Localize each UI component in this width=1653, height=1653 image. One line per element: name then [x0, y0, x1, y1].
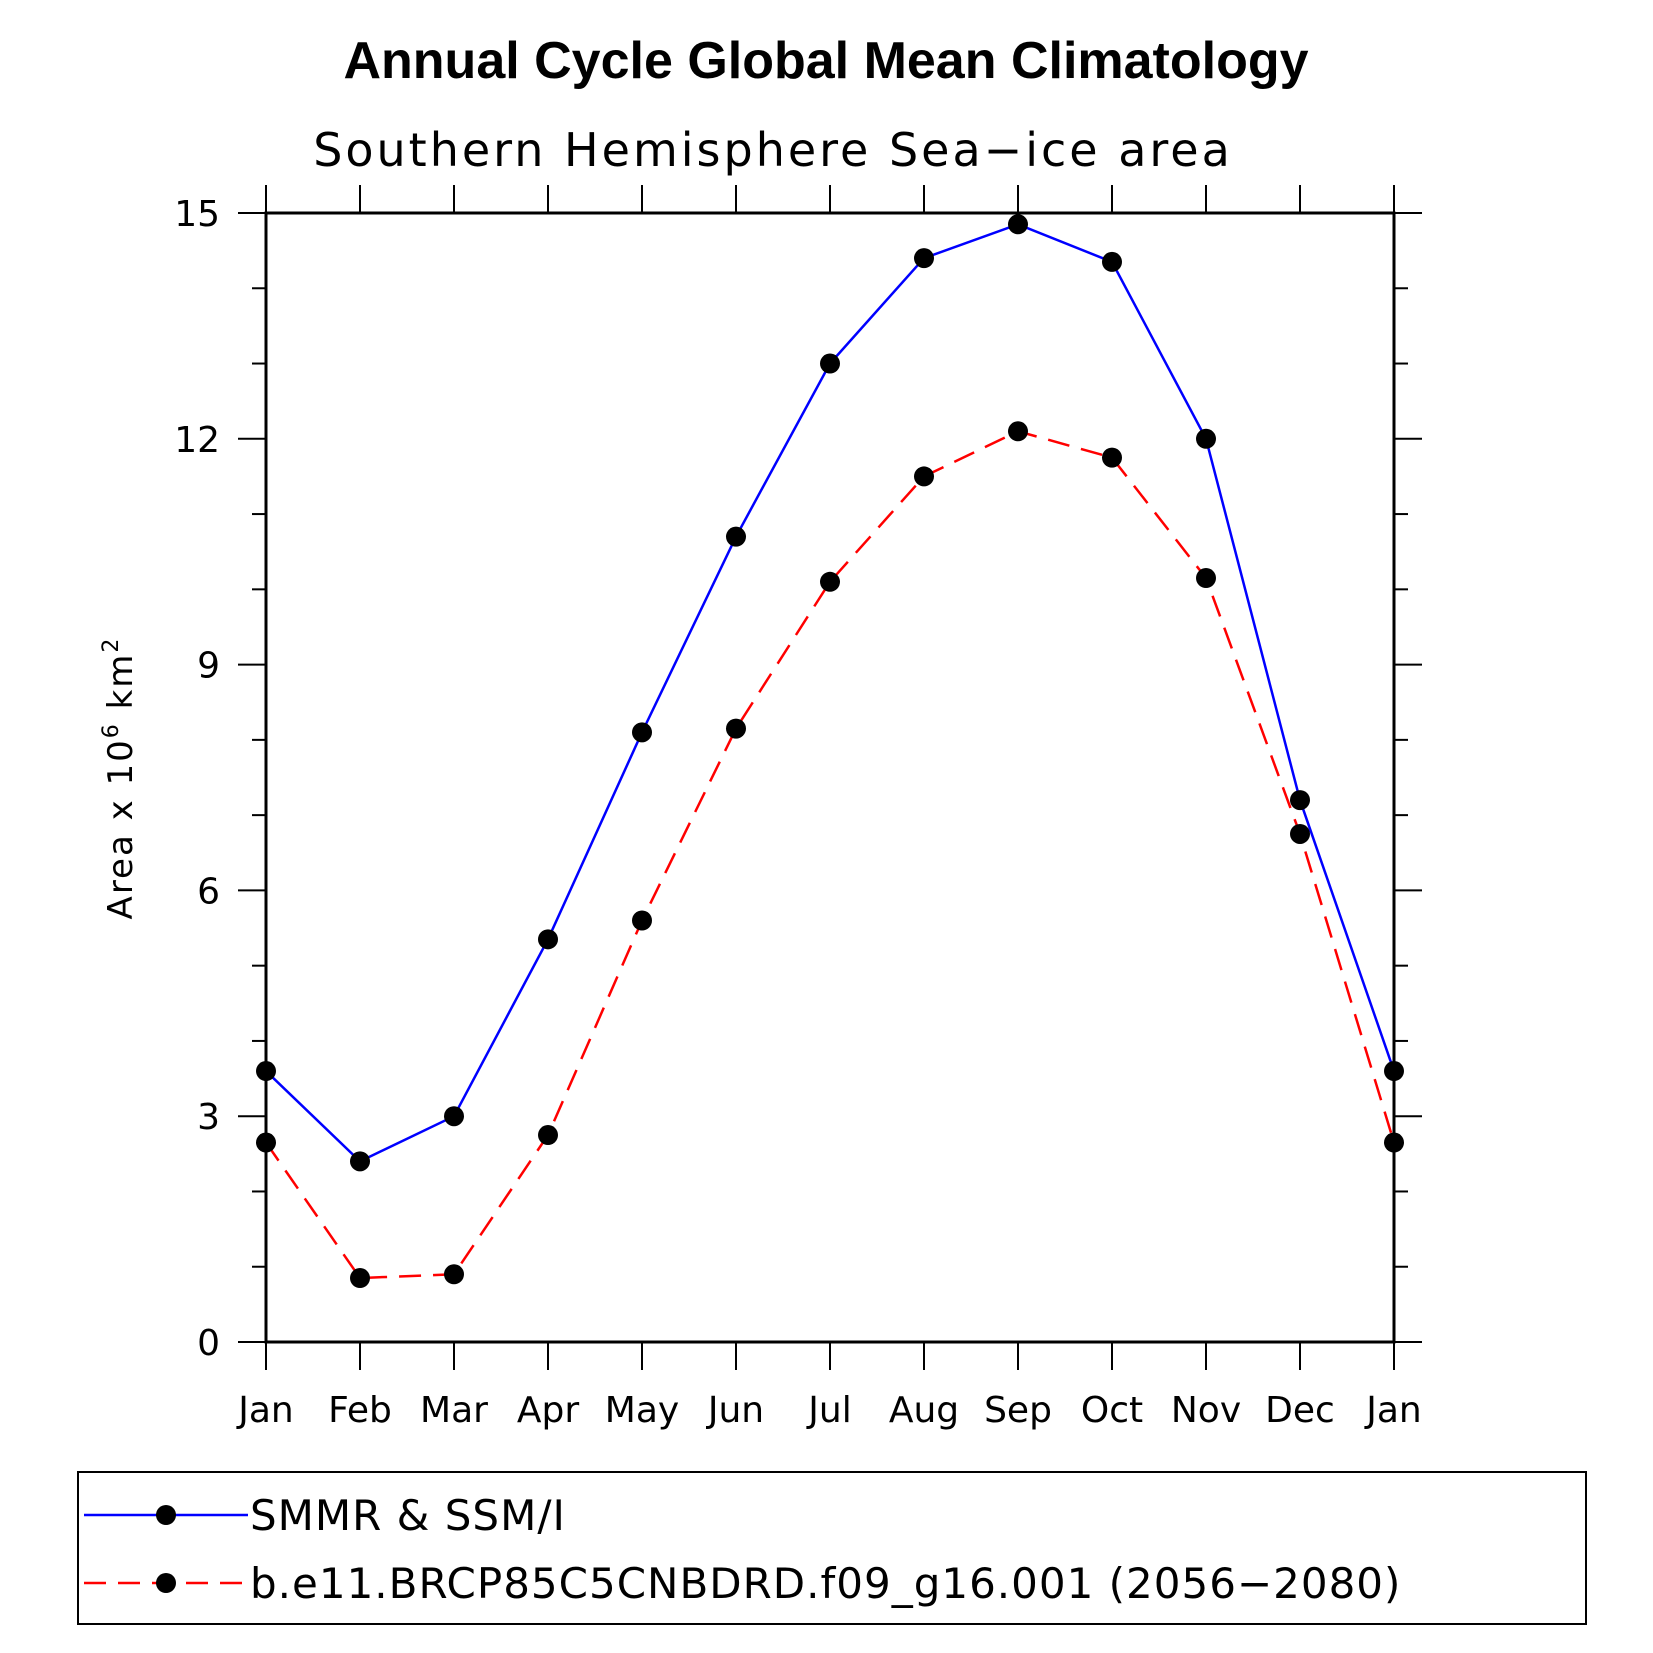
y-axis-ticks: 0 3 6 9 12 15 — [174, 194, 1422, 1364]
series-0-point — [350, 1151, 370, 1172]
series-0-point — [726, 526, 746, 547]
series-0-point — [256, 1061, 276, 1082]
y-tick-label: 15 — [174, 194, 220, 235]
chart-subtitle: Southern Hemisphere Sea−ice area — [313, 123, 1233, 177]
series-markers — [256, 214, 1404, 1289]
x-tick-label: Oct — [1081, 1390, 1143, 1431]
x-tick-label: Nov — [1171, 1390, 1241, 1431]
x-tick-label: Dec — [1265, 1390, 1335, 1431]
series-lines — [264, 222, 1396, 1280]
series-1-point — [1384, 1132, 1404, 1153]
series-line-1 — [264, 429, 1396, 1280]
x-tick-label: Mar — [420, 1390, 488, 1431]
series-1-point — [914, 466, 934, 487]
series-0-point — [538, 929, 558, 950]
plot-area-frame — [264, 211, 1396, 1344]
x-tick-label: May — [605, 1390, 679, 1431]
series-0-point — [1102, 251, 1122, 272]
series-1-point — [820, 571, 840, 592]
x-tick-label: Apr — [517, 1390, 579, 1431]
series-1-point — [350, 1268, 370, 1289]
y-tick-label: 6 — [197, 871, 220, 912]
y-tick-label: 3 — [197, 1097, 220, 1138]
series-1-point — [1290, 823, 1310, 844]
x-axis-ticks: Jan Feb Mar Apr May Jun Jul Aug Sep Oct Nov Dec Jan — [236, 185, 1422, 1431]
y-axis-label: Area x 106 km2 — [99, 637, 141, 920]
series-1-point — [632, 910, 652, 931]
series-1-point — [1008, 421, 1028, 442]
series-0-point — [914, 248, 934, 269]
series-0-point — [444, 1106, 464, 1127]
x-tick-label: Sep — [984, 1390, 1052, 1431]
series-1-point — [538, 1125, 558, 1146]
series-0-point — [1008, 214, 1028, 235]
series-1-point — [1102, 447, 1122, 468]
x-tick-label: Jun — [706, 1390, 764, 1431]
chart-title: Annual Cycle Global Mean Climatology — [343, 32, 1308, 90]
legend-label-1: b.e11.BRCP85C5CNBDRD.f09_g16.001 (2056−2… — [250, 1559, 1401, 1608]
series-1-point — [444, 1264, 464, 1285]
series-0-point — [1290, 790, 1310, 811]
series-0-point — [632, 722, 652, 743]
y-tick-label: 0 — [197, 1323, 220, 1364]
x-tick-label: Feb — [328, 1390, 392, 1431]
legend-marker-1 — [156, 1573, 176, 1593]
x-tick-label: Jul — [806, 1390, 851, 1431]
legend-label-0: SMMR & SSM/I — [250, 1491, 566, 1540]
legend-marker-0 — [156, 1505, 176, 1525]
series-0-point — [820, 353, 840, 374]
y-tick-label: 12 — [174, 420, 220, 461]
legend: SMMR & SSM/I b.e11.BRCP85C5CNBDRD.f09_g16… — [84, 1491, 1401, 1608]
series-1-point — [256, 1132, 276, 1153]
x-tick-label: Aug — [889, 1390, 959, 1431]
series-1-point — [726, 718, 746, 739]
y-tick-label: 9 — [197, 646, 220, 687]
series-0-point — [1384, 1061, 1404, 1082]
series-0-point — [1196, 428, 1216, 449]
series-1-point — [1196, 568, 1216, 589]
x-tick-label: Jan — [236, 1390, 294, 1431]
legend-box — [77, 1471, 1587, 1625]
x-tick-label: Jan — [1364, 1390, 1422, 1431]
